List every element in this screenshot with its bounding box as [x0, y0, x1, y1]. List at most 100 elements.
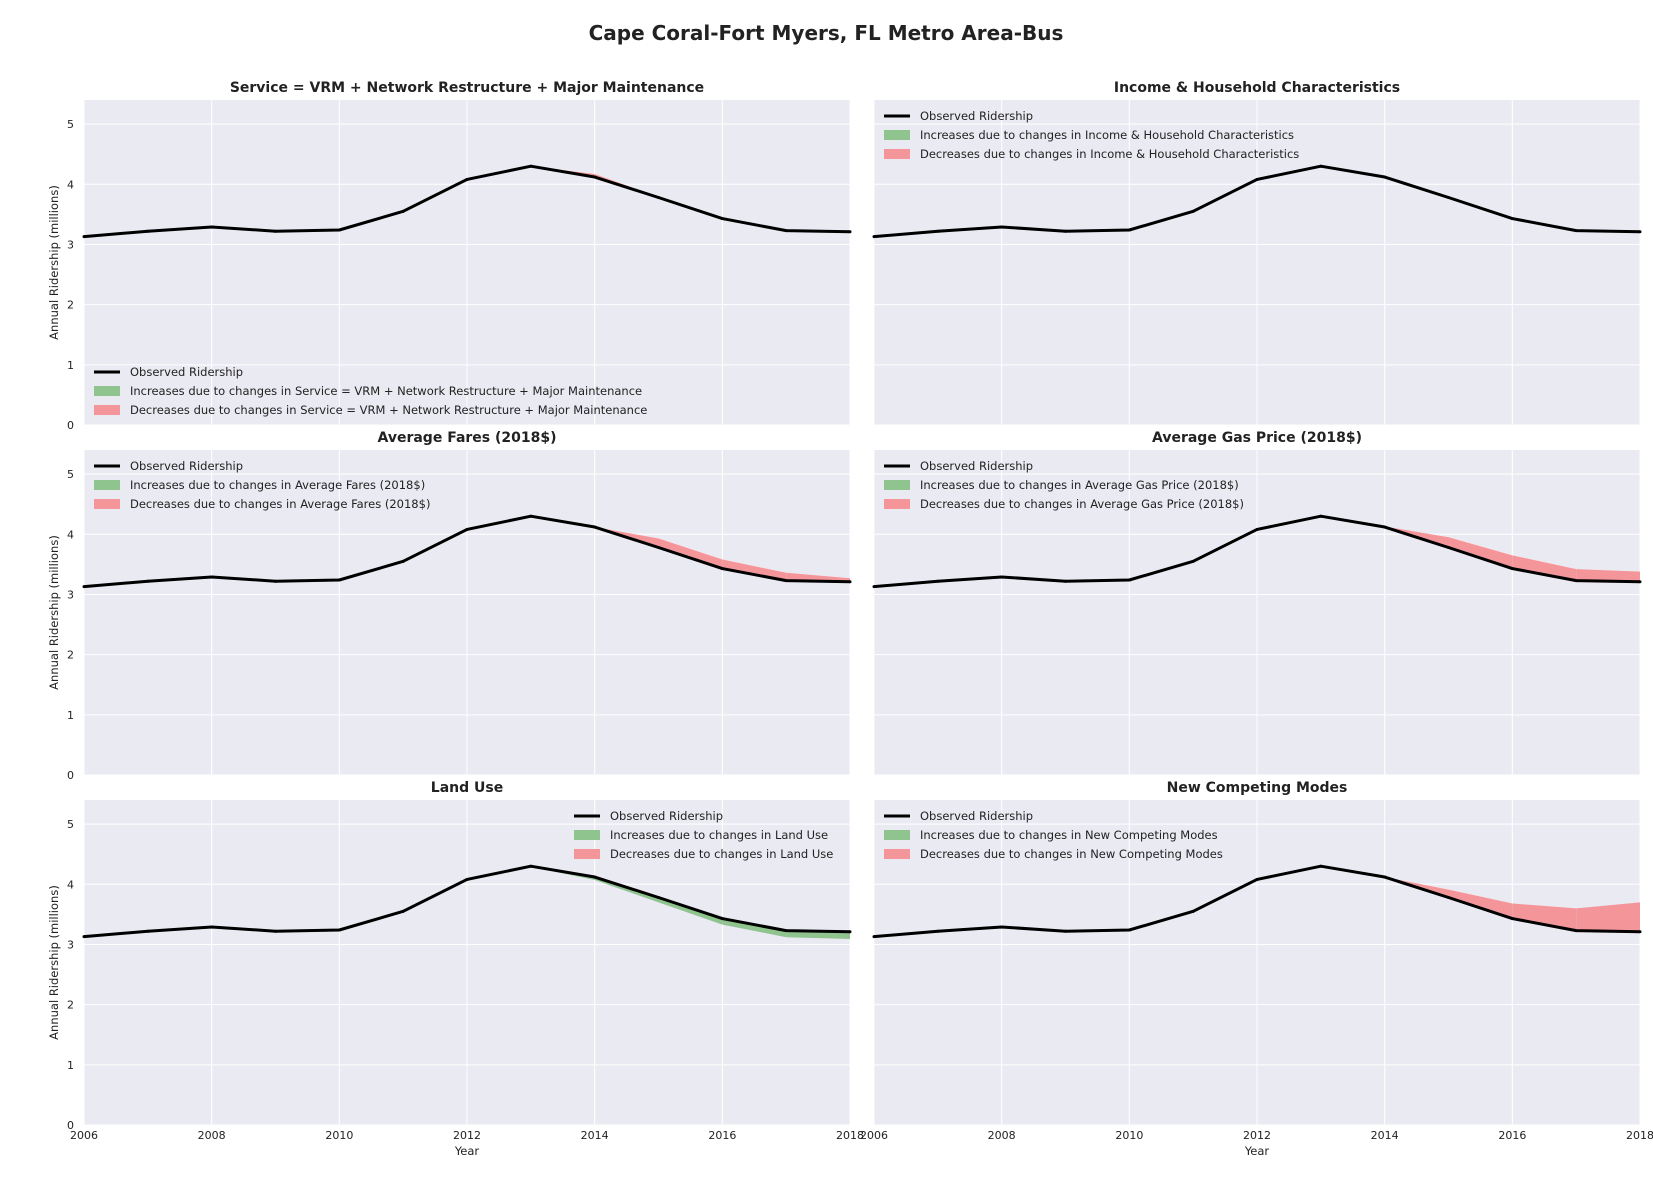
- y-axis-label: Annual Ridership (millions): [47, 885, 61, 1040]
- legend: Observed Ridership Increases due to chang…: [884, 459, 1244, 511]
- subplot-2: Income & Household Characteristics Observ…: [872, 80, 1642, 426]
- observed-point: [1574, 929, 1578, 933]
- legend-entry: Decreases due to changes in New Competin…: [920, 847, 1223, 861]
- x-tick-label: 2008: [988, 1129, 1016, 1142]
- observed-point: [1127, 928, 1131, 932]
- observed-point: [1447, 546, 1450, 549]
- legend-entry: Observed Ridership: [920, 809, 1033, 823]
- observed-point: [1638, 930, 1642, 934]
- observed-point: [146, 229, 150, 233]
- legend-entry: Decreases due to changes in Land Use: [610, 847, 833, 861]
- x-tick-label: 2018: [836, 1129, 864, 1142]
- subplot-1: Service = VRM + Network Restructure + Ma…: [47, 80, 852, 432]
- observed-point: [210, 575, 214, 579]
- legend: Observed Ridership Increases due to chang…: [574, 809, 833, 861]
- observed-point: [936, 929, 940, 933]
- observed-point: [1638, 230, 1642, 234]
- legend-entry: Observed Ridership: [130, 459, 243, 473]
- subplot-title: Income & Household Characteristics: [1114, 80, 1400, 96]
- observed-point: [1574, 229, 1578, 233]
- decrease-band: [1512, 903, 1577, 931]
- observed-point: [848, 580, 852, 584]
- x-tick-label: 2010: [1115, 1129, 1143, 1142]
- observed-point: [1510, 217, 1514, 221]
- legend-decrease-swatch: [94, 405, 120, 415]
- legend-decrease-swatch: [574, 849, 600, 859]
- observed-point: [1000, 225, 1004, 229]
- decrease-band: [1576, 902, 1640, 932]
- observed-point: [210, 225, 214, 229]
- observed-point: [401, 209, 405, 213]
- observed-point: [529, 864, 533, 868]
- observed-point: [465, 877, 469, 881]
- subplot-title: Land Use: [431, 780, 503, 796]
- legend: Observed Ridership Increases due to chang…: [884, 809, 1223, 861]
- x-tick-label: 2016: [708, 1129, 736, 1142]
- legend-entry: Observed Ridership: [130, 365, 243, 379]
- decrease-band: [1448, 537, 1513, 569]
- x-tick-label: 2012: [1243, 1129, 1271, 1142]
- observed-point: [1191, 909, 1195, 913]
- y-tick-label: 3: [67, 588, 74, 601]
- y-tick-label: 5: [67, 818, 74, 831]
- y-axis-label: Annual Ridership (millions): [47, 185, 61, 340]
- observed-point: [1064, 229, 1067, 233]
- subplot-title: New Competing Modes: [1167, 780, 1348, 796]
- y-tick-label: 4: [67, 528, 74, 541]
- observed-point: [1000, 575, 1004, 579]
- x-tick-label: 2006: [860, 1129, 888, 1142]
- y-tick-label: 2: [67, 649, 74, 662]
- observed-point: [936, 579, 940, 583]
- legend-decrease-swatch: [884, 499, 910, 509]
- observed-point: [657, 196, 660, 199]
- observed-point: [82, 935, 86, 939]
- observed-point: [465, 177, 469, 181]
- x-tick-label: 2006: [70, 1129, 98, 1142]
- y-tick-label: 4: [67, 878, 74, 891]
- legend: Observed Ridership Increases due to chang…: [94, 365, 647, 417]
- observed-point: [274, 929, 277, 933]
- x-tick-label: 2010: [325, 1129, 353, 1142]
- subplot-6: New Competing Modes 2006 2008 2010 2012 2014 2…: [860, 780, 1653, 1158]
- legend-increase-swatch: [884, 830, 910, 840]
- y-tick-label: 2: [67, 299, 74, 312]
- observed-point: [872, 235, 876, 239]
- observed-point: [784, 579, 788, 583]
- legend-decrease-swatch: [884, 149, 910, 159]
- legend-entry: Increases due to changes in Service = VR…: [130, 384, 642, 398]
- observed-point: [593, 875, 597, 879]
- observed-point: [529, 164, 533, 168]
- observed-point: [1383, 525, 1387, 529]
- legend: Observed Ridership Increases due to chang…: [884, 109, 1299, 161]
- observed-point: [274, 229, 277, 233]
- observed-point: [1510, 917, 1514, 921]
- y-tick-label: 4: [67, 178, 74, 191]
- observed-point: [1255, 877, 1259, 881]
- observed-point: [274, 579, 277, 583]
- y-tick-label: 5: [67, 118, 74, 131]
- legend-decrease-swatch: [94, 499, 120, 509]
- legend-entry: Observed Ridership: [610, 809, 723, 823]
- observed-point: [146, 929, 150, 933]
- observed-point: [593, 175, 597, 179]
- subplot-title: Average Gas Price (2018$): [1152, 430, 1362, 446]
- observed-point: [1255, 177, 1259, 181]
- y-tick-label: 0: [67, 419, 74, 432]
- decrease-band: [658, 538, 723, 569]
- legend-entry: Increases due to changes in New Competin…: [920, 828, 1218, 842]
- y-tick-label: 1: [67, 359, 74, 372]
- observed-point: [1319, 164, 1323, 168]
- observed-point: [848, 230, 852, 234]
- observed-point: [529, 514, 533, 518]
- legend-entry: Increases due to changes in Land Use: [610, 828, 828, 842]
- subplot-3: Average Fares (2018$) 0 1 2 3 4 5 Annual Riders…: [47, 430, 852, 782]
- observed-point: [1447, 196, 1450, 199]
- observed-point: [337, 228, 341, 232]
- observed-point: [1000, 925, 1004, 929]
- observed-point: [401, 559, 405, 563]
- observed-point: [1127, 578, 1131, 582]
- x-tick-label: 2008: [198, 1129, 226, 1142]
- observed-point: [784, 929, 788, 933]
- observed-point: [1574, 579, 1578, 583]
